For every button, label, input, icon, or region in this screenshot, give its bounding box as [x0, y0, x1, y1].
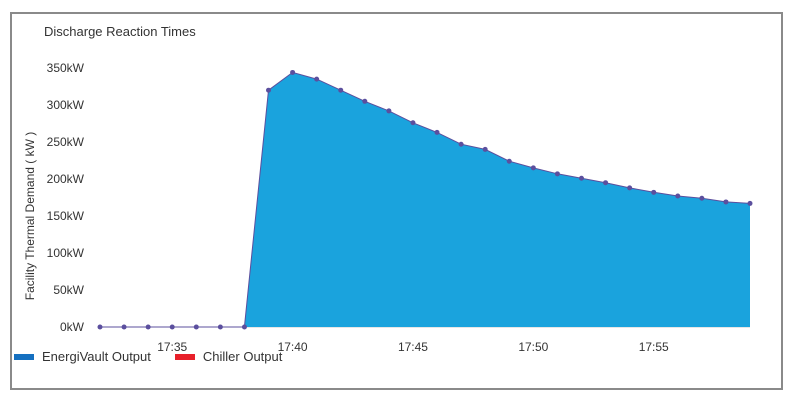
y-tick-label: 350kW — [47, 61, 85, 75]
data-point[interactable] — [651, 189, 657, 195]
data-point[interactable] — [193, 324, 199, 330]
data-point[interactable] — [603, 180, 609, 186]
data-point[interactable] — [723, 199, 729, 205]
legend-swatch-chiller — [174, 353, 195, 360]
data-point[interactable] — [290, 69, 296, 75]
data-point[interactable] — [145, 324, 151, 330]
data-point[interactable] — [338, 87, 344, 93]
data-point[interactable] — [627, 185, 633, 191]
data-point[interactable] — [217, 324, 223, 330]
y-tick-label: 150kW — [47, 209, 85, 223]
y-tick-label: 250kW — [47, 135, 85, 149]
data-point[interactable] — [410, 120, 416, 126]
chart-title: Discharge Reaction Times — [44, 24, 196, 39]
legend-swatch-energivault — [14, 353, 34, 360]
data-point[interactable] — [554, 171, 560, 177]
data-point[interactable] — [458, 141, 464, 147]
y-axis-label: Facility Thermal Demand ( kW ) — [23, 132, 37, 300]
data-point[interactable] — [578, 175, 584, 181]
x-tick-label: 17:40 — [278, 340, 308, 354]
y-tick-label: 200kW — [47, 172, 85, 186]
data-point[interactable] — [362, 98, 368, 104]
data-point[interactable] — [121, 324, 127, 330]
y-tick-label: 50kW — [53, 283, 84, 297]
y-tick-label: 0kW — [60, 320, 85, 334]
legend-item-energivault[interactable]: EnergiVault Output — [14, 349, 151, 364]
data-point[interactable] — [675, 193, 681, 199]
data-point[interactable] — [97, 324, 103, 330]
data-point[interactable] — [747, 200, 753, 206]
x-tick-label: 17:55 — [639, 340, 669, 354]
legend: EnergiVault Output Chiller Output — [14, 349, 306, 364]
legend-label-energivault: EnergiVault Output — [42, 349, 151, 364]
x-tick-label: 17:45 — [398, 340, 428, 354]
data-point[interactable] — [386, 108, 392, 114]
y-tick-label: 100kW — [47, 246, 85, 260]
data-point[interactable] — [266, 87, 272, 93]
data-point[interactable] — [699, 195, 705, 201]
data-point[interactable] — [506, 158, 512, 164]
legend-label-chiller: Chiller Output — [202, 349, 283, 364]
data-point[interactable] — [482, 146, 488, 152]
legend-item-chiller[interactable]: Chiller Output — [174, 349, 283, 364]
data-point[interactable] — [530, 165, 536, 171]
data-point[interactable] — [314, 76, 320, 82]
data-point[interactable] — [434, 129, 440, 135]
data-point[interactable] — [169, 324, 175, 330]
x-tick-label: 17:50 — [518, 340, 548, 354]
x-tick-label: 17:35 — [157, 340, 187, 354]
area-energivault — [100, 72, 750, 328]
data-point[interactable] — [241, 324, 247, 330]
y-tick-label: 300kW — [47, 98, 85, 112]
series-line-energivault — [100, 71, 751, 328]
